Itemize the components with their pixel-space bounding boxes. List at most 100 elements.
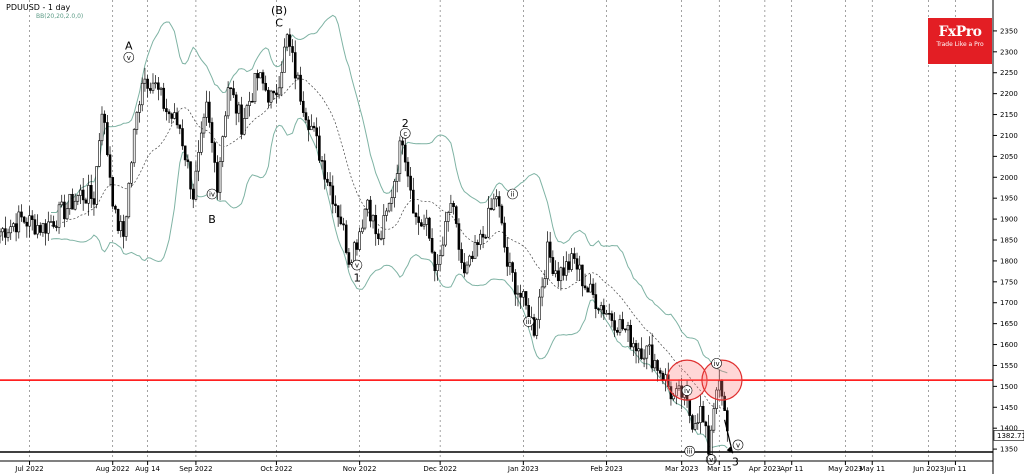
candlestick-series (0, 28, 729, 465)
candle-body (140, 82, 144, 106)
candle-body (89, 185, 93, 199)
candle-body (55, 226, 58, 228)
candle-body (586, 287, 590, 293)
candle-body (226, 87, 230, 117)
candle-body (87, 185, 90, 204)
candle-body (476, 242, 480, 245)
candle-body (30, 215, 34, 220)
candle-body (648, 344, 651, 347)
wave-label-circle (684, 445, 696, 457)
candle-body (613, 320, 616, 331)
candle-body (33, 219, 37, 235)
candle-body (642, 357, 646, 360)
candle-body (205, 101, 208, 118)
candle-body (454, 206, 458, 224)
candle-body (79, 189, 82, 196)
candle-body (546, 241, 549, 279)
candle-body (1, 228, 4, 233)
candle-body (194, 170, 198, 200)
bollinger-bands (50, 14, 728, 449)
candle-body (602, 305, 606, 315)
candle-body (197, 152, 200, 172)
candle-body (122, 221, 125, 237)
indicator-label: BB(20,20,2.0,0) (36, 13, 84, 20)
candle-body (181, 128, 184, 147)
candle-body (406, 161, 410, 177)
candle-body (369, 199, 372, 222)
candle-body (250, 100, 254, 103)
last-price-box (993, 430, 1024, 441)
wave-label-circle (732, 439, 744, 451)
wave-label-circle (399, 128, 411, 139)
time-tick-label: Mar 2023 (665, 465, 698, 473)
candle-body (390, 197, 394, 204)
candle-body (508, 262, 512, 267)
wave-label: (v) (706, 456, 716, 464)
candle-body (707, 425, 710, 455)
candle-body (342, 223, 345, 226)
candle-body (387, 203, 391, 212)
price-axis[interactable]: 1350 1400 1450 1500 1550 1600 1650 1700 1750 1800… (992, 0, 1024, 474)
candle-body (626, 325, 630, 331)
candle-body (320, 160, 324, 162)
wave-label: v (127, 54, 131, 62)
candle-body (9, 226, 13, 234)
wave-label: v (736, 441, 740, 449)
candle-body (425, 217, 429, 225)
candle-body (704, 421, 708, 427)
candle-body (269, 90, 273, 103)
candle-body (159, 87, 163, 90)
wave-label: iv (209, 191, 215, 199)
candle-body (186, 159, 190, 162)
candle-body (573, 253, 576, 259)
wave-label-circle (507, 188, 518, 200)
candle-body (63, 201, 66, 220)
price-tick-label: 2150 (1000, 111, 1018, 119)
candle-body (457, 223, 461, 250)
highlight-circle (666, 359, 708, 401)
candle-body (68, 193, 72, 210)
wave-label-circle (206, 188, 218, 200)
candle-body (98, 140, 101, 167)
candle-body (468, 255, 471, 266)
time-tick-label: May 11 (859, 465, 885, 473)
candle-body (513, 272, 517, 295)
candle-body (138, 104, 141, 113)
candle-body (696, 422, 700, 424)
candle-body (489, 207, 493, 210)
price-tick-label: 1500 (1000, 383, 1018, 391)
candle-body (449, 203, 453, 213)
candle-body (559, 267, 563, 282)
candle-body (505, 246, 509, 267)
candle-body (12, 223, 15, 227)
candle-body (191, 188, 195, 200)
price-tick-label: 1400 (1000, 425, 1018, 433)
candle-body (224, 115, 227, 137)
wave-label-circle (523, 316, 535, 327)
time-axis[interactable]: Jul 2022 Aug 2022 Aug 14 Sep 2022 Oct 2022 No… (0, 460, 993, 473)
candle-body (318, 135, 321, 161)
time-tick-label: Oct 2022 (260, 465, 292, 473)
candle-body (95, 166, 98, 205)
candle-body (656, 360, 659, 371)
candle-body (124, 216, 128, 237)
wave-label: ii (511, 191, 515, 199)
brand-name: FxPro (938, 24, 982, 40)
price-tick-label: 2000 (1000, 174, 1018, 182)
time-tick-label: Jun 11 (943, 465, 966, 473)
time-tick-label: Sep 2022 (179, 465, 212, 473)
candle-body (336, 205, 340, 218)
candle-body (299, 74, 302, 102)
candle-body (551, 257, 555, 274)
candle-body (73, 200, 77, 210)
time-tick-label: Jul 2022 (14, 465, 44, 473)
time-tick-label: Mar 15 (707, 465, 731, 473)
candle-body (599, 305, 603, 311)
candle-body (554, 270, 557, 274)
candle-body (312, 125, 316, 129)
candle-body (148, 88, 152, 91)
candle-body (484, 236, 488, 239)
candle-body (444, 221, 447, 246)
candle-body (301, 100, 305, 113)
candle-body (146, 78, 149, 89)
